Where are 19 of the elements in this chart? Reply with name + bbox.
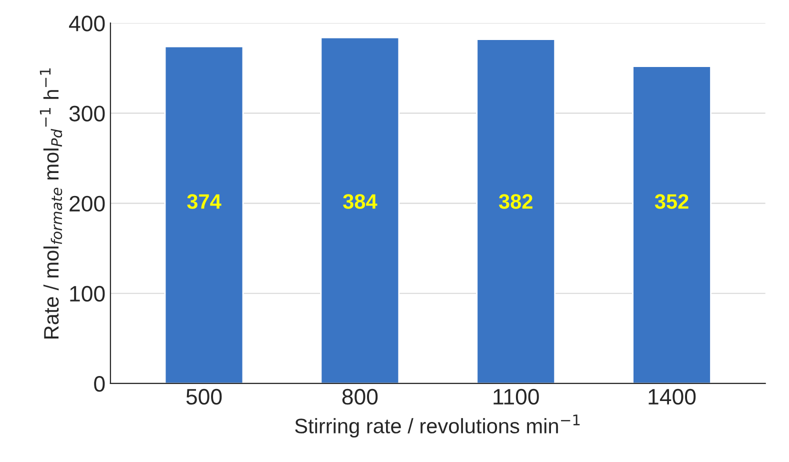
bar: [164, 46, 244, 384]
y-axis-title: Rate / mol$_{formate}$ mol$_{Pd}$$^{−1}$ h$^{−1}$: [40, 68, 62, 338]
y-tick-label: 300: [69, 106, 105, 122]
x-tick-label: 1400: [648, 388, 696, 405]
y-tick-label: 0: [94, 376, 105, 392]
bar: [476, 38, 556, 384]
x-tick-label: 800: [342, 388, 378, 405]
y-tick-label: 200: [70, 196, 105, 212]
x-axis-title: Stirring rate / revolutions min$^{−1}$: [295, 414, 580, 438]
data-label: 384: [343, 194, 378, 209]
data-label: 374: [187, 194, 222, 209]
bar: [320, 36, 400, 384]
y-tick-label: 100: [70, 286, 105, 302]
data-label: 352: [654, 194, 688, 209]
x-tick-label: 1100: [494, 388, 539, 405]
y-tick-label: 400: [69, 16, 105, 32]
x-tick-label: 500: [186, 388, 222, 405]
data-label: 382: [498, 194, 532, 209]
bar: [632, 66, 712, 384]
